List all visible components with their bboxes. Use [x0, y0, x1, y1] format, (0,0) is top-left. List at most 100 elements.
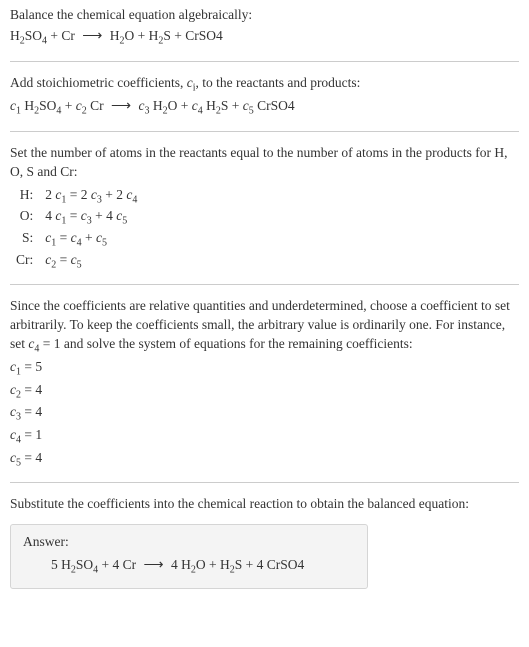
txt: SO [25, 28, 42, 43]
txt: + Cr [47, 28, 75, 43]
txt: , to the reactants and products: [195, 75, 360, 90]
coef: c4 [10, 427, 21, 442]
stoich-equation: c1 H2SO4 + c2 Cr ⟶ c3 H2O + c4 H2S + c5 … [10, 97, 519, 119]
txt: H [203, 98, 216, 113]
txt: + 4 Cr [98, 557, 136, 572]
txt: 4 [45, 208, 55, 223]
section-solve: Since the coefficients are relative quan… [10, 297, 519, 483]
coef: c2 [76, 98, 87, 113]
txt: S + CrSO4 [163, 28, 222, 43]
section-answer: Substitute the coefficients into the che… [10, 495, 519, 520]
table-row: O: 4 c1 = c3 + 4 c5 [10, 207, 143, 229]
txt: S + 4 CrSO4 [235, 557, 305, 572]
coef: c5 [10, 450, 21, 465]
txt: H [110, 28, 120, 43]
balanced-equation: 5 H2SO4 + 4 Cr ⟶ 4 H2O + H2S + 4 CrSO4 [23, 556, 355, 578]
txt: 2 [45, 187, 55, 202]
atoms-intro: Set the number of atoms in the reactants… [10, 144, 519, 182]
coef: c3 [10, 404, 21, 419]
txt: = 1 [21, 427, 42, 442]
txt: + 4 [92, 208, 117, 223]
arrow-icon: ⟶ [111, 97, 131, 117]
table-row: H: 2 c1 = 2 c3 + 2 c4 [10, 186, 143, 208]
sub: 5 [122, 216, 127, 227]
txt: + [82, 230, 96, 245]
arrow-icon: ⟶ [82, 27, 102, 47]
answer-intro: Substitute the coefficients into the che… [10, 495, 519, 514]
coef-line: c4 = 1 [10, 426, 519, 448]
txt: O + H [196, 557, 230, 572]
coef: c5 [116, 208, 127, 223]
txt: CrSO4 [254, 98, 295, 113]
txt: O + H [124, 28, 158, 43]
txt: Cr [87, 98, 104, 113]
coef: c5 [243, 98, 254, 113]
txt: SO [76, 557, 93, 572]
row-eq-s: c1 = c4 + c5 [39, 229, 143, 251]
arrow-icon: ⟶ [144, 556, 164, 576]
txt: = [56, 230, 70, 245]
txt: H [21, 98, 34, 113]
solve-intro: Since the coefficients are relative quan… [10, 297, 519, 356]
txt: = 4 [21, 404, 42, 419]
section-problem: Balance the chemical equation algebraica… [10, 6, 519, 62]
row-label-cr: Cr: [10, 251, 39, 273]
problem-title: Balance the chemical equation algebraica… [10, 6, 519, 25]
txt: 4 H [171, 557, 191, 572]
coef: c2 [10, 382, 21, 397]
txt: = [66, 208, 80, 223]
row-eq-cr: c2 = c5 [39, 251, 143, 273]
txt: 5 H [51, 557, 71, 572]
coef-line: c2 = 4 [10, 381, 519, 403]
section-stoich: Add stoichiometric coefficients, ci, to … [10, 74, 519, 132]
coef: c1 [10, 359, 21, 374]
coef: c1 [10, 98, 21, 113]
txt: = 4 [21, 382, 42, 397]
coef: c3 [138, 98, 149, 113]
coef: c4 [71, 230, 82, 245]
txt: Add stoichiometric coefficients, [10, 75, 187, 90]
txt: = [56, 252, 70, 267]
row-label-h: H: [10, 186, 39, 208]
coef: c1 [45, 230, 56, 245]
txt: = 2 [66, 187, 91, 202]
sub: 4 [132, 194, 137, 205]
coef: c5 [96, 230, 107, 245]
row-label-o: O: [10, 207, 39, 229]
txt: + [61, 98, 75, 113]
table-row: Cr: c2 = c5 [10, 251, 143, 273]
row-label-s: S: [10, 229, 39, 251]
txt: = 1 and solve the system of equations fo… [39, 336, 412, 351]
txt: SO [39, 98, 56, 113]
txt: + 2 [102, 187, 127, 202]
coef-line: c3 = 4 [10, 403, 519, 425]
txt: = 4 [21, 450, 42, 465]
table-row: S: c1 = c4 + c5 [10, 229, 143, 251]
txt: S + [221, 98, 243, 113]
coef: c1 [55, 208, 66, 223]
coef: c4 [28, 336, 39, 351]
coef: c5 [71, 252, 82, 267]
txt: O + [168, 98, 192, 113]
sub: 5 [77, 259, 82, 270]
txt: H [10, 28, 20, 43]
coef-line: c5 = 4 [10, 449, 519, 471]
txt: = 5 [21, 359, 42, 374]
coef: c1 [55, 187, 66, 202]
coef: c2 [45, 252, 56, 267]
row-eq-h: 2 c1 = 2 c3 + 2 c4 [39, 186, 143, 208]
coef-line: c1 = 5 [10, 358, 519, 380]
unbalanced-equation: H2SO4 + Cr ⟶ H2O + H2S + CrSO4 [10, 27, 519, 49]
coef: c4 [126, 187, 137, 202]
section-atoms: Set the number of atoms in the reactants… [10, 144, 519, 286]
atom-equations-table: H: 2 c1 = 2 c3 + 2 c4 O: 4 c1 = c3 + 4 c… [10, 186, 143, 273]
stoich-intro: Add stoichiometric coefficients, ci, to … [10, 74, 519, 96]
sub: 5 [102, 238, 107, 249]
coef: c3 [91, 187, 102, 202]
answer-label: Answer: [23, 533, 355, 552]
coef: c3 [81, 208, 92, 223]
answer-box: Answer: 5 H2SO4 + 4 Cr ⟶ 4 H2O + H2S + 4… [10, 524, 368, 589]
row-eq-o: 4 c1 = c3 + 4 c5 [39, 207, 143, 229]
txt: H [149, 98, 162, 113]
coef: c4 [192, 98, 203, 113]
